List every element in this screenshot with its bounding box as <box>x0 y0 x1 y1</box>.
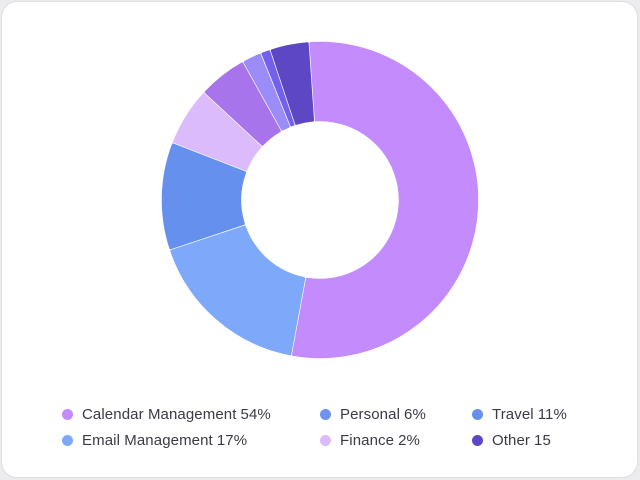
legend-swatch-personal <box>320 408 331 420</box>
legend-swatch-calendar-management <box>62 408 73 420</box>
legend-value-other: 15 <box>534 431 551 449</box>
legend-swatch-email-management <box>62 434 73 446</box>
legend-value-email-management: 17% <box>216 431 248 449</box>
legend-item-finance: Finance 2% <box>320 430 420 450</box>
legend-item-other: Other 15 <box>472 430 551 450</box>
donut-slice-personal-4 <box>204 62 281 146</box>
legend-label-finance: Finance <box>340 431 395 449</box>
donut-slice-other-5 <box>243 53 290 131</box>
legend-value-finance: 2% <box>398 431 420 449</box>
legend-label-calendar-management: Calendar Management <box>82 405 237 423</box>
legend-label-travel: Travel <box>492 405 534 423</box>
donut-slice-email-management-1 <box>170 225 306 356</box>
legend-value-travel: 11% <box>537 405 567 423</box>
legend-item-email-management: Email Management 17% <box>62 430 247 450</box>
legend-item-travel: Travel 11% <box>472 404 567 424</box>
donut-slice-finance-3 <box>172 93 262 171</box>
donut-slice-other-6 <box>261 50 295 127</box>
legend-item-personal: Personal 6% <box>320 404 426 424</box>
legend-item-calendar-management: Calendar Management 54% <box>62 404 271 424</box>
legend-label-email-management: Email Management <box>82 431 213 449</box>
legend-value-calendar-management: 54% <box>240 405 271 423</box>
donut-slice-other-7 <box>270 42 315 125</box>
legend-label-other: Other <box>492 431 531 449</box>
legend-swatch-travel <box>472 408 483 420</box>
donut-slice-calendar-management-0 <box>291 41 479 359</box>
legend-swatch-finance <box>320 434 331 446</box>
legend-label-personal: Personal <box>340 405 401 423</box>
legend-value-personal: 6% <box>404 405 426 423</box>
legend-swatch-other <box>472 434 483 446</box>
donut-slice-travel-2 <box>161 143 247 250</box>
